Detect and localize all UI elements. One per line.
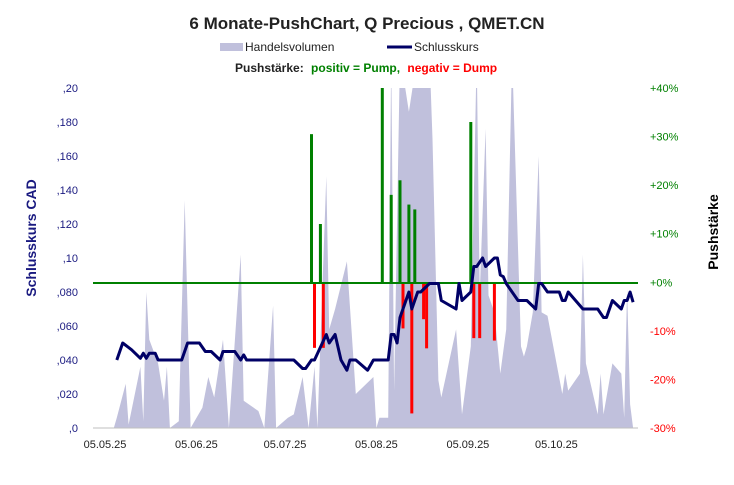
chart-title: 6 Monate-PushChart, Q Precious , QMET.CN (189, 14, 544, 33)
push-bar-pump (469, 122, 473, 283)
push-bar-dump (313, 282, 316, 348)
right-tick-label: -30% (650, 423, 676, 435)
push-bar-pump (318, 224, 322, 283)
left-tick-label: ,040 (57, 355, 78, 367)
right-tick-label: +30% (650, 132, 679, 144)
x-tick-label: 05.06.25 (175, 439, 218, 451)
x-tick-label: 05.05.25 (84, 439, 127, 451)
left-axis-title: Schlusskurs CAD (23, 179, 39, 296)
left-tick-label: ,080 (57, 287, 78, 299)
left-tick-label: ,120 (57, 219, 78, 231)
push-bar-dump (422, 282, 426, 320)
legend-push-positive: positiv = Pump, (311, 61, 400, 75)
legend-volume-label: Handelsvolumen (245, 40, 334, 54)
price-line (115, 256, 635, 372)
push-bar-dump (478, 282, 482, 339)
legend-push-prefix: Pushstärke: (235, 61, 304, 75)
push-bar-dump (410, 282, 414, 414)
left-tick-label: ,10 (63, 253, 78, 265)
push-bar-pump (413, 209, 417, 283)
right-tick-label: +20% (650, 180, 679, 192)
volume-area (113, 88, 634, 428)
right-axis-title: Pushstärke (705, 194, 721, 270)
x-tick-label: 05.10.25 (535, 439, 578, 451)
left-tick-label: ,180 (57, 117, 78, 129)
push-bar-dump (425, 282, 429, 349)
x-tick-label: 05.09.25 (446, 439, 489, 451)
push-bar-dump (321, 282, 325, 348)
right-tick-label: +10% (650, 229, 679, 241)
left-tick-label: ,140 (57, 185, 78, 197)
push-bar-pump (380, 88, 384, 283)
right-tick-label: -20% (650, 374, 676, 386)
x-tick-label: 05.07.25 (264, 439, 307, 451)
right-tick-label: +0% (650, 277, 673, 289)
legend-volume-swatch (220, 43, 243, 51)
legend-push-negative: negativ = Dump (407, 61, 497, 75)
push-bar-dump (472, 282, 476, 339)
push-bar-pump (310, 134, 313, 283)
push-bar-pump (398, 180, 402, 283)
push-bar-pump (407, 204, 411, 283)
push-bar-pump (389, 194, 393, 283)
left-tick-label: ,160 (57, 151, 78, 163)
left-tick-label: ,060 (57, 321, 78, 333)
left-tick-label: ,20 (63, 83, 78, 95)
left-tick-label: ,0 (69, 423, 78, 435)
x-tick-label: 05.08.25 (355, 439, 398, 451)
left-tick-label: ,020 (57, 389, 78, 401)
legend-price-label: Schlusskurs (414, 40, 479, 54)
right-tick-label: +40% (650, 83, 679, 95)
legend-push: Pushstärke: positiv = Pump, negativ = Du… (235, 61, 497, 75)
push-bar-dump (492, 282, 496, 341)
right-tick-label: -10% (650, 326, 676, 338)
